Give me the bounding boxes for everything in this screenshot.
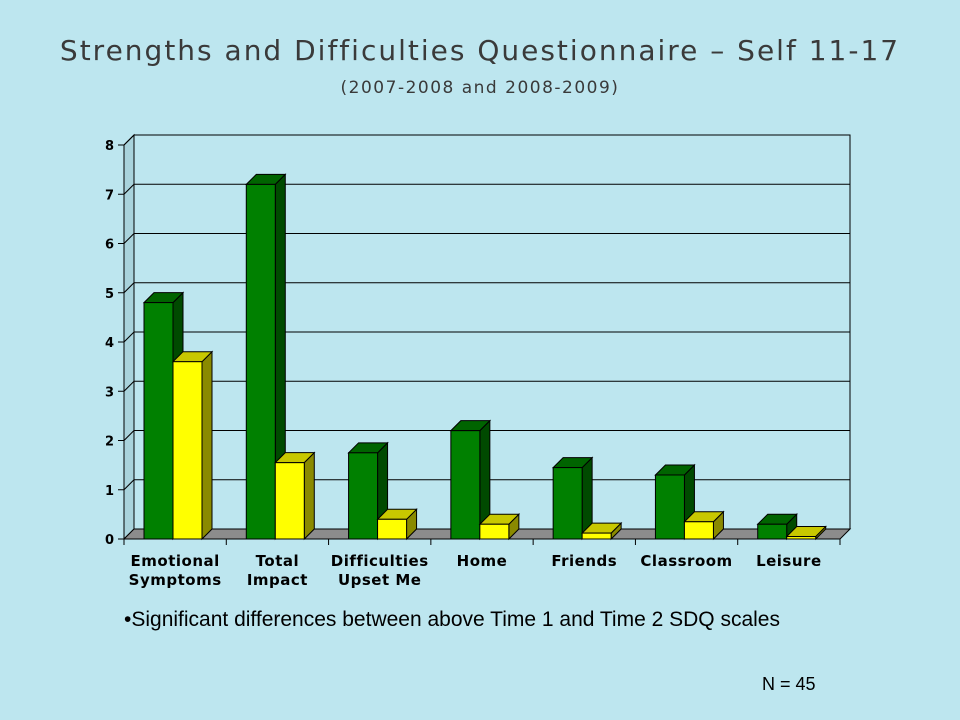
chart-subtitle: (2007-2008 and 2008-2009) [340,78,620,98]
gridline-side [123,380,135,392]
gridline-side [123,282,135,294]
x-tick-label: Difficulties [331,552,429,570]
time-1-bar [552,467,583,540]
time-2-bar [683,521,714,540]
gridline-side [123,479,135,491]
x-tick-label: Classroom [640,552,732,570]
bars [142,173,827,541]
significance-note: •Significant differences between above T… [124,608,780,631]
y-tick-label: 1 [105,484,114,499]
x-tick-label: Upset Me [338,571,422,589]
time-1-bar [245,183,276,540]
time-1-bar [348,452,379,540]
time-2-bar-side [201,350,213,541]
x-tick-label: Impact [247,571,308,589]
time-1-bar [450,430,481,540]
sample-size: N = 45 [762,674,816,694]
y-tick-label: 3 [105,385,114,400]
time-2-bar [172,361,203,540]
y-tick-label: 2 [105,435,114,450]
y-tick-label: 6 [105,238,114,253]
time-1-bar [757,523,788,540]
y-tick-label: 7 [105,188,114,203]
time-2-bar [581,532,612,540]
y-tick-label: 8 [105,139,114,154]
time-2-bar [274,462,305,540]
time-1-bar [654,474,685,540]
time-2-bar [479,523,510,540]
gridline-side [123,331,135,343]
y-tick-label: 4 [105,336,114,351]
gridline-side [123,134,135,146]
x-tick-label: Symptoms [129,571,222,589]
gridline-side [123,183,135,195]
time-2-bar-side [303,451,315,541]
chart-title: Strengths and Difficulties Questionnaire… [59,34,901,67]
y-tick-label: 0 [105,533,114,548]
x-tick-label: Total [256,552,299,570]
time-1-bar [143,302,174,540]
y-tick-label: 5 [105,287,114,302]
x-tick-label: Home [457,552,508,570]
gridline-side [123,233,135,244]
x-tick-label: Emotional [131,552,220,570]
y-axis: 0 1 2 3 4 5 6 7 8 [105,139,125,548]
gridline-side [123,430,135,441]
x-tick-label: Friends [551,552,617,570]
time-2-bar [377,518,408,540]
x-tick-label: Leisure [756,552,822,570]
